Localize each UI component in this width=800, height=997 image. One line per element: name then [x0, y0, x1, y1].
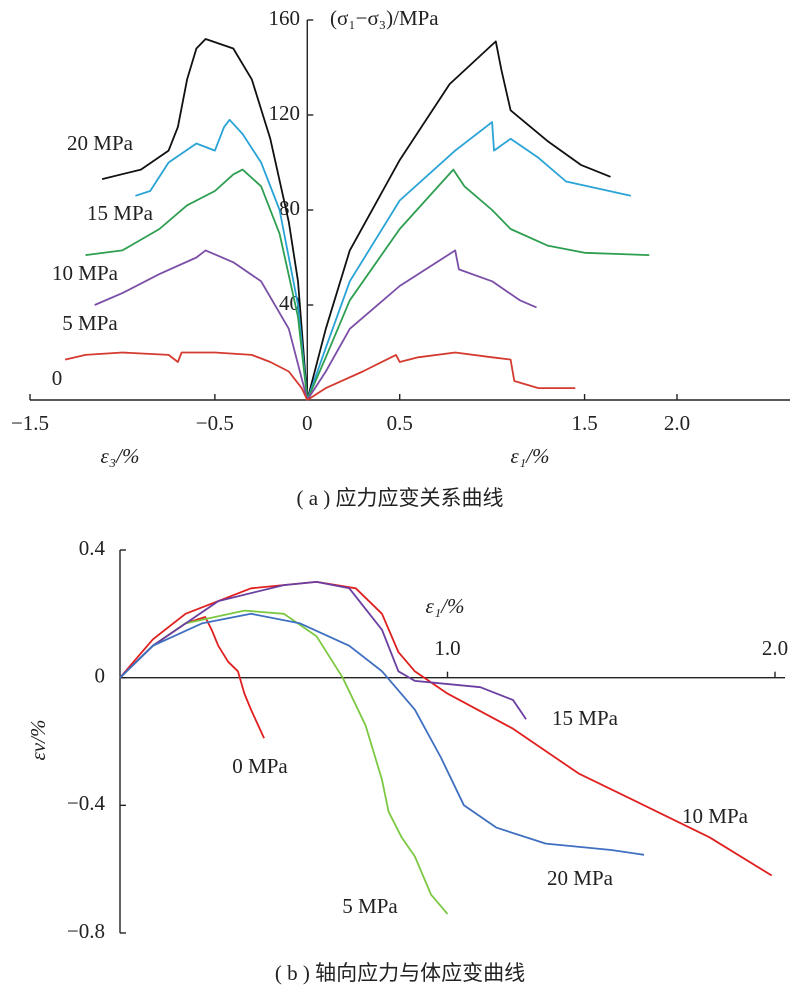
curve — [119, 581, 773, 877]
series-label: 5 MPa — [62, 311, 118, 335]
y-tick-label: 0 — [95, 663, 106, 687]
series-label: 10 MPa — [682, 804, 749, 828]
caption: ( a ) 应力应变关系曲线 — [296, 486, 503, 510]
curve — [119, 581, 527, 720]
curve — [94, 249, 537, 401]
y-tick-label: 0.4 — [79, 536, 106, 560]
x-tick-label: −1.5 — [11, 411, 49, 435]
x-axis-label: ε₁/% — [511, 444, 550, 468]
x-axis-label: ε₃/% — [101, 444, 140, 468]
x-tick-label: 0.5 — [387, 411, 413, 435]
x-tick-label: 1.5 — [571, 411, 597, 435]
x-tick-label: −0.5 — [196, 411, 234, 435]
caption: ( b ) 轴向应力与体应变曲线 — [275, 961, 525, 985]
curve — [101, 38, 611, 401]
series-label: 15 MPa — [552, 706, 619, 730]
series-label: 10 MPa — [52, 261, 119, 285]
y-tick-label: 40 — [279, 291, 300, 315]
x-tick-label: 1.0 — [434, 636, 460, 660]
x-tick-label: 2.0 — [664, 411, 690, 435]
y-tick-label: 80 — [279, 196, 300, 220]
curve — [119, 609, 449, 915]
series-label: 15 MPa — [87, 201, 154, 225]
x-axis-label: ε₁/% — [426, 594, 465, 618]
series-label: 0 — [52, 366, 63, 390]
series-label: 5 MPa — [342, 894, 398, 918]
curve — [135, 118, 631, 401]
x-tick-label: 2.0 — [762, 636, 788, 660]
y-axis-label: εv/% — [26, 720, 50, 761]
series-label: 0 MPa — [232, 754, 288, 778]
y-tick-label: 160 — [269, 6, 301, 30]
curve — [85, 168, 650, 401]
series-label: 20 MPa — [547, 866, 614, 890]
y-tick-label: −0.4 — [67, 791, 106, 815]
y-tick-label: −0.8 — [67, 919, 105, 943]
curve — [64, 351, 576, 401]
series-label: 20 MPa — [67, 131, 134, 155]
curve — [119, 612, 645, 856]
y-tick-label: 120 — [269, 101, 301, 125]
y-axis-label: (σ₁−σ₃)/MPa — [330, 6, 439, 30]
x-tick-label: 0 — [302, 411, 313, 435]
